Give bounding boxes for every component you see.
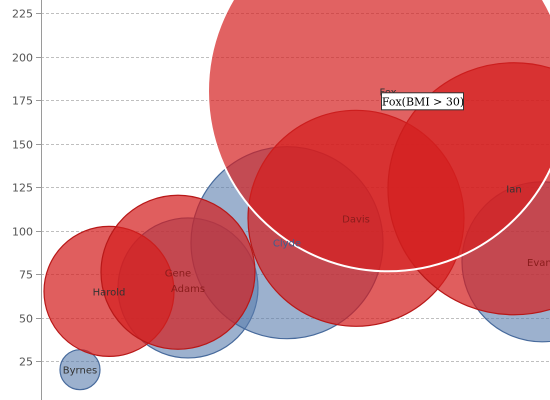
y-tick-label: 25: [19, 356, 33, 369]
bubble-gene[interactable]: [100, 194, 256, 350]
y-tick-label: 225: [12, 8, 33, 21]
tooltip-text: Fox(BMI > 30): [382, 95, 464, 108]
y-tick-label: 175: [12, 95, 33, 108]
y-tick-label: 50: [19, 313, 33, 326]
y-tick-label: 100: [12, 226, 33, 239]
y-axis: 25 50 75 100 125 150 175 200 225: [12, 0, 42, 400]
y-tick-label: 200: [12, 52, 33, 65]
tooltip: Fox(BMI > 30): [381, 92, 464, 111]
bubble-circle[interactable]: [100, 194, 256, 350]
bubble-label-harold: Harold: [93, 287, 126, 298]
bubble-label-adams: Adams: [171, 284, 205, 295]
y-tick-label: 150: [12, 139, 33, 152]
bubble-label-ian: Ian: [506, 185, 521, 196]
bubble-label-evans: Evans: [527, 258, 550, 269]
bubble-label-davis: Davis: [342, 214, 370, 225]
bubble-label-gene: Gene: [165, 268, 191, 279]
bubble-label-clyde: Clyde: [273, 239, 301, 250]
tooltip-box: [381, 92, 464, 111]
y-tick-label: 125: [12, 182, 33, 195]
bubble-label-byrnes: Byrnes: [63, 366, 97, 377]
bubble-series: Byrnes Adams Clyde Evans Davis Harold Gene Ian F…: [43, 0, 550, 391]
bubble-circle[interactable]: [207, 0, 550, 273]
y-tick-label: 75: [19, 269, 33, 282]
bubble-fox[interactable]: [207, 0, 550, 273]
